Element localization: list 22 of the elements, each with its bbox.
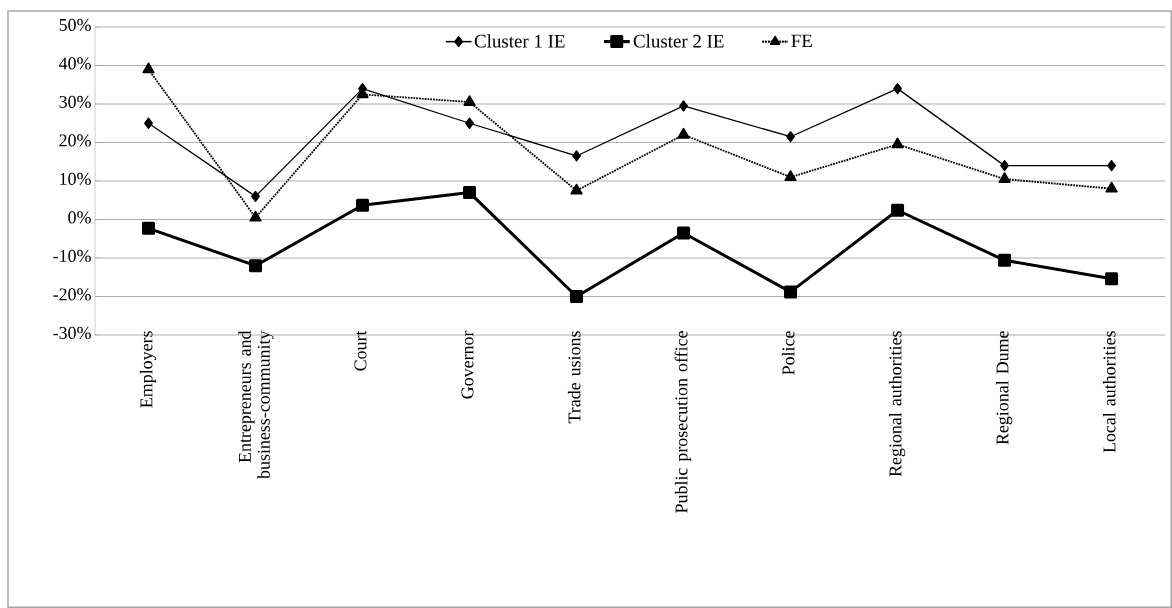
x-tick-label: Regional authorities — [888, 331, 906, 477]
x-tick-label: Public prosecution office — [674, 331, 692, 513]
y-tick-label: -10% — [53, 249, 91, 263]
x-tick-label: Police — [781, 331, 795, 375]
x-tick-label: Local authorities — [1102, 331, 1116, 453]
y-tick-label: -20% — [53, 288, 91, 301]
x-tick-label: Entrepreneurs and business-community — [238, 330, 274, 479]
x-tick-label: Regional Dume — [995, 331, 1013, 445]
y-tick-label: 20% — [59, 134, 91, 147]
legend-label: Cluster 1 IE — [474, 34, 565, 48]
x-tick-label: Court — [354, 330, 367, 371]
y-tick-label: 30% — [59, 95, 91, 109]
x-tick-label: Trade usions — [567, 331, 581, 424]
x-tick-label: Governor — [461, 330, 474, 399]
y-tick-label: 10% — [60, 172, 91, 186]
legend-label: Cluster 2 IE — [633, 34, 724, 48]
y-tick-label: 50% — [59, 18, 91, 32]
y-tick-label: 0% — [68, 211, 91, 224]
y-tick-label: -30% — [53, 326, 91, 340]
x-tick-label: Employers — [139, 331, 157, 408]
y-tick-label: 40% — [58, 57, 91, 70]
legend-label: FE — [791, 34, 812, 48]
